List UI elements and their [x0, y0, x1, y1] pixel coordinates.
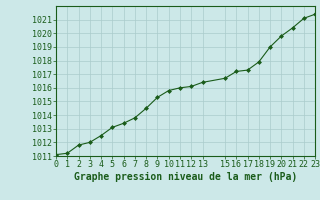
- X-axis label: Graphe pression niveau de la mer (hPa): Graphe pression niveau de la mer (hPa): [74, 172, 297, 182]
